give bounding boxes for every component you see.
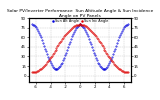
Sun Inc Angle	[120, 70, 122, 71]
Sun Inc Angle	[81, 24, 83, 25]
Sun Alt Angle	[50, 63, 52, 64]
Sun Inc Angle	[54, 50, 56, 52]
Sun Inc Angle	[127, 72, 128, 73]
Sun Inc Angle	[89, 29, 91, 30]
Sun Alt Angle	[80, 24, 82, 25]
Title: Solar PV/Inverter Performance  Sun Altitude Angle & Sun Incidence Angle on PV Pa: Solar PV/Inverter Performance Sun Altitu…	[7, 9, 153, 18]
Sun Alt Angle	[103, 69, 104, 70]
Sun Alt Angle	[123, 27, 125, 28]
Sun Inc Angle	[50, 56, 52, 58]
Line: Sun Alt Angle: Sun Alt Angle	[32, 24, 128, 70]
Sun Alt Angle	[88, 38, 90, 39]
Sun Alt Angle	[120, 32, 122, 33]
Sun Inc Angle	[123, 71, 125, 72]
Sun Inc Angle	[79, 24, 80, 25]
Sun Alt Angle	[54, 68, 56, 69]
Sun Inc Angle	[32, 72, 33, 73]
Sun Alt Angle	[32, 24, 33, 25]
Sun Alt Angle	[127, 24, 128, 25]
Legend: Sun Alt Angle, Sun Inc Angle: Sun Alt Angle, Sun Inc Angle	[51, 18, 109, 23]
Line: Sun Inc Angle: Sun Inc Angle	[32, 24, 128, 73]
